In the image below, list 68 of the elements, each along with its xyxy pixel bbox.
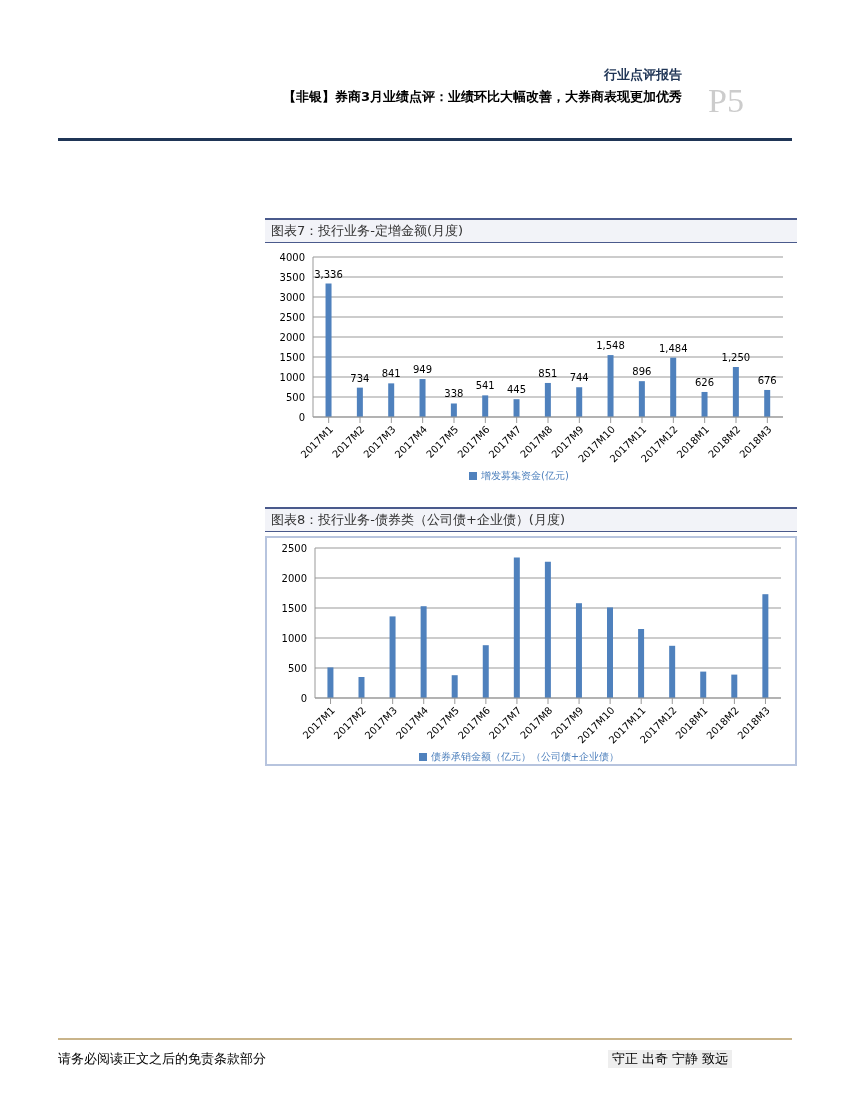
bar	[451, 675, 458, 698]
bar	[607, 355, 614, 417]
bar	[638, 629, 645, 698]
bar	[544, 382, 551, 417]
y-tick-label: 1000	[281, 632, 307, 644]
legend-label: 增发募集资金(亿元)	[481, 470, 569, 481]
bar	[731, 674, 738, 698]
y-tick-label: 0	[300, 692, 307, 704]
bar	[732, 367, 739, 417]
bar	[607, 607, 614, 698]
chart-title: 图表7：投行业务-定增金额(月度)	[265, 218, 797, 243]
data-label: 744	[569, 372, 589, 384]
bar	[513, 557, 520, 698]
legend-label: 债券承销金额（亿元）（公司债+企业债）	[430, 751, 620, 762]
data-label: 949	[412, 364, 433, 376]
y-tick-label: 2000	[281, 572, 307, 584]
chart-title: 图表8：投行业务-债券类（公司债+企业债）(月度)	[265, 507, 797, 532]
data-label: 1,484	[658, 342, 688, 354]
bar	[388, 383, 395, 417]
bar	[513, 399, 520, 417]
text: 行业点评报告	[604, 66, 682, 84]
y-tick-label: 3000	[279, 291, 305, 303]
data-label: 841	[381, 368, 401, 380]
data-label: 445	[506, 384, 527, 396]
bar	[638, 381, 645, 417]
text: 守正 出奇 宁静 致远	[607, 1050, 732, 1068]
bar	[670, 357, 677, 417]
data-label: 851	[538, 367, 558, 379]
y-tick-label: 2000	[279, 331, 305, 343]
data-label: 338	[444, 388, 464, 400]
bar	[325, 283, 332, 417]
data-label: 1,548	[596, 340, 625, 352]
bar	[482, 645, 489, 698]
data-label: 896	[632, 366, 652, 378]
y-tick-label: 500	[287, 662, 307, 674]
text: 【非银】券商3月业绩点评：业绩环比大幅改善，大券商表现更加优秀	[282, 88, 682, 106]
bar	[669, 645, 676, 698]
bar	[762, 594, 769, 698]
y-tick-label: 1500	[279, 351, 305, 363]
y-tick-label: 4000	[279, 251, 305, 263]
data-label: 626	[694, 376, 715, 388]
data-label: 1,250	[721, 352, 751, 363]
data-label: 734	[350, 372, 370, 384]
bar	[420, 606, 427, 698]
y-tick-label: 3500	[279, 271, 305, 283]
y-tick-label: 2500	[279, 311, 305, 323]
bar	[700, 671, 707, 698]
bar	[450, 403, 457, 417]
bar	[575, 603, 582, 698]
bar	[358, 677, 365, 698]
data-label: 676	[757, 374, 777, 386]
bar	[389, 616, 396, 698]
bar	[356, 387, 363, 417]
y-tick-label: 2500	[281, 542, 307, 554]
y-tick-label: 1000	[279, 371, 305, 383]
y-tick-label: 1500	[281, 602, 307, 614]
data-label: 3,336	[314, 268, 343, 280]
bar	[576, 387, 583, 417]
data-label: 541	[475, 380, 495, 392]
bar	[419, 379, 426, 417]
text: 请务必阅读正文之后的免责条款部分	[58, 1050, 266, 1068]
bar	[544, 561, 551, 698]
y-tick-label: 0	[298, 411, 305, 423]
bar	[482, 395, 489, 417]
bar	[701, 391, 708, 417]
bar	[764, 389, 771, 417]
y-tick-label: 500	[285, 391, 305, 403]
bar	[327, 667, 334, 698]
